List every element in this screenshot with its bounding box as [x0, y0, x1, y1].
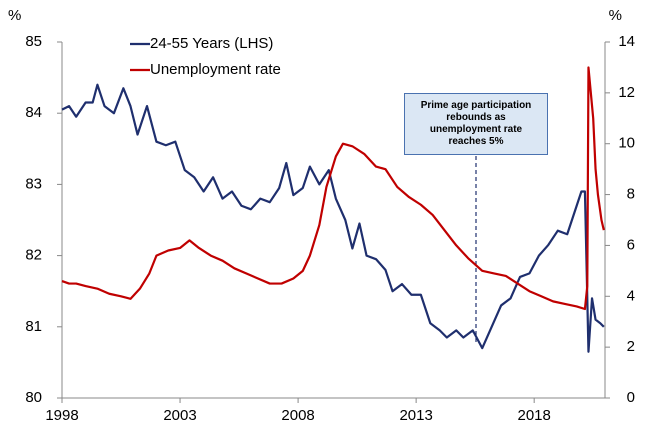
- y2-tick-label: 2: [627, 338, 635, 355]
- y-unit: %: [8, 7, 21, 24]
- x-tick-label: 2008: [281, 407, 314, 424]
- y2-tick-label: 14: [618, 33, 635, 50]
- y-tick-label: 80: [25, 389, 42, 406]
- x-tick-label: 2013: [399, 407, 432, 424]
- y2-tick-label: 6: [627, 236, 635, 253]
- y-tick-label: 84: [25, 104, 42, 121]
- y2-tick-label: 10: [618, 135, 635, 152]
- y-tick-label: 83: [25, 175, 42, 192]
- y2-tick-label: 12: [618, 84, 635, 101]
- y2-unit: %: [609, 7, 622, 24]
- series-line: [61, 66, 605, 311]
- legend-label: Unemployment rate: [150, 61, 281, 78]
- y-tick-label: 85: [25, 33, 42, 50]
- y2-tick-label: 0: [627, 389, 635, 406]
- y2-tick-label: 8: [627, 186, 635, 203]
- x-tick-label: 2003: [163, 407, 196, 424]
- x-tick-label: 2018: [517, 407, 550, 424]
- legend-label: 24-55 Years (LHS): [150, 35, 273, 52]
- annotation: Prime age participation rebounds as unem…: [404, 93, 548, 155]
- y-tick-label: 81: [25, 318, 42, 335]
- x-tick-label: 1998: [45, 407, 78, 424]
- y2-tick-label: 4: [627, 287, 635, 304]
- series-line: [61, 83, 605, 353]
- y-tick-label: 82: [25, 247, 42, 264]
